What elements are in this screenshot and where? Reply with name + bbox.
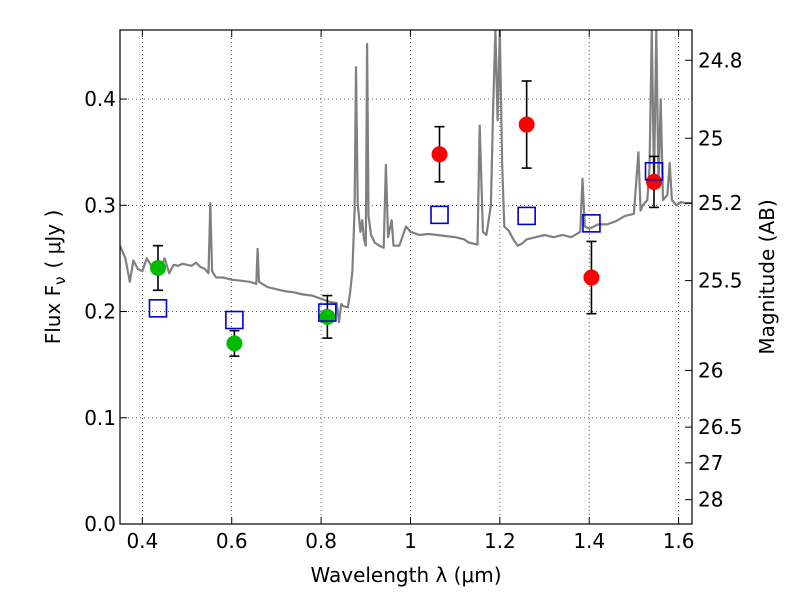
data-point-marker — [583, 269, 600, 286]
model-square-marker — [517, 206, 536, 226]
y-tick-label: 0.4 — [84, 87, 116, 111]
data-point-marker — [431, 146, 448, 163]
y2-axis-title: Magnitude (AB) — [755, 199, 779, 354]
data-point-marker — [646, 173, 663, 190]
y2-tick-label: 25.5 — [698, 269, 743, 293]
x-tick-label: 1.2 — [484, 529, 516, 553]
svg-text:Flux Fν( μJy ): Flux Fν ( μJy ) — [41, 210, 69, 345]
x-tick-label: 0.6 — [216, 529, 248, 553]
model-square-marker — [225, 310, 244, 330]
y2-tick-label: 28 — [698, 488, 723, 512]
y-tick-label: 0.2 — [84, 300, 116, 324]
y-axis-title: Flux Fν ( μJy ) — [41, 210, 69, 345]
data-point-marker — [319, 308, 336, 325]
y-tick-label: 0.0 — [84, 512, 116, 536]
y2-tick-label: 26 — [698, 358, 723, 382]
data-point-marker — [518, 116, 535, 133]
tick-layer: 0.4 0.6 0.8 1 1.2 1.4 1.6 0.0 0.1 0.2 0.3 0.4 24.8 25… — [84, 30, 743, 553]
y-axis-title-unit: ( μJy ) — [41, 210, 65, 269]
plot-frame — [119, 29, 693, 525]
x-axis-title: Wavelength λ (μm) — [310, 563, 501, 587]
data-point-marker — [226, 335, 243, 352]
y-axis-title-sub: ν — [51, 276, 69, 284]
y-axis-title-main: Flux F — [41, 285, 65, 344]
x-tick-label: 1.4 — [573, 529, 605, 553]
spectrum-line — [120, 30, 692, 324]
model-square-marker — [148, 299, 168, 318]
y2-tick-label: 25 — [698, 126, 723, 150]
model-square-marker — [644, 161, 664, 181]
y2-tick-label: 24.8 — [698, 48, 743, 72]
x-tick-label: 0.8 — [305, 529, 337, 553]
y2-tick-label: 26.5 — [698, 415, 743, 439]
marker-layer — [148, 80, 664, 357]
model-square-marker — [318, 303, 337, 322]
model-square-marker — [582, 214, 601, 233]
model-square-marker — [430, 205, 449, 225]
y2-tick-label: 25.2 — [698, 191, 743, 215]
x-tick-label: 1 — [404, 529, 417, 553]
grid-lines — [120, 30, 692, 525]
spectrum-layer — [120, 30, 692, 324]
x-tick-label: 0.4 — [126, 529, 158, 553]
y2-tick-label: 27 — [698, 451, 723, 475]
x-tick-label: 1.6 — [663, 529, 695, 553]
y-tick-label: 0.3 — [84, 193, 116, 217]
y-tick-label: 0.1 — [84, 406, 116, 430]
data-point-marker — [149, 259, 166, 276]
